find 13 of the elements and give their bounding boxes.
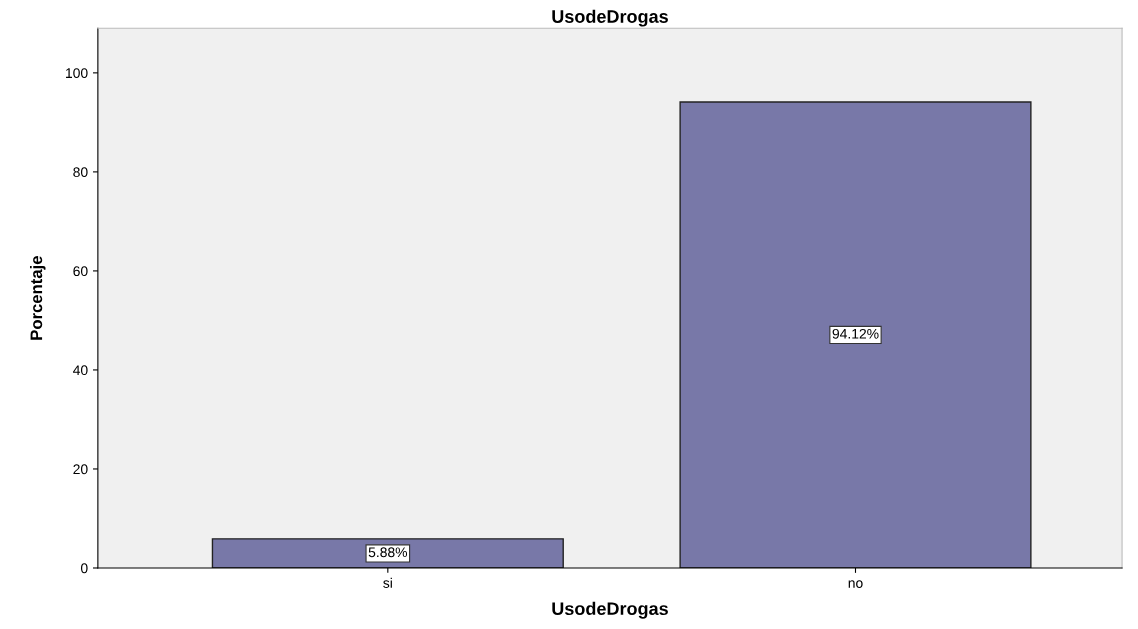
x-axis-title: UsodeDrogas	[552, 601, 668, 619]
data-label: 94.12%	[832, 328, 879, 339]
data-label: 5.88%	[368, 547, 408, 558]
y-axis-title: Porcentaje	[29, 256, 46, 340]
y-tick-label: 80	[73, 167, 88, 178]
chart-title: UsodeDrogas	[552, 9, 668, 27]
y-tick-label: 0	[80, 563, 88, 574]
y-tick-label: 100	[66, 68, 88, 79]
x-tick-label: si	[383, 577, 392, 588]
y-tick-label: 40	[73, 365, 88, 376]
y-tick-label: 60	[73, 266, 88, 277]
x-tick-label: no	[848, 580, 863, 588]
y-tick-label: 20	[73, 464, 88, 475]
